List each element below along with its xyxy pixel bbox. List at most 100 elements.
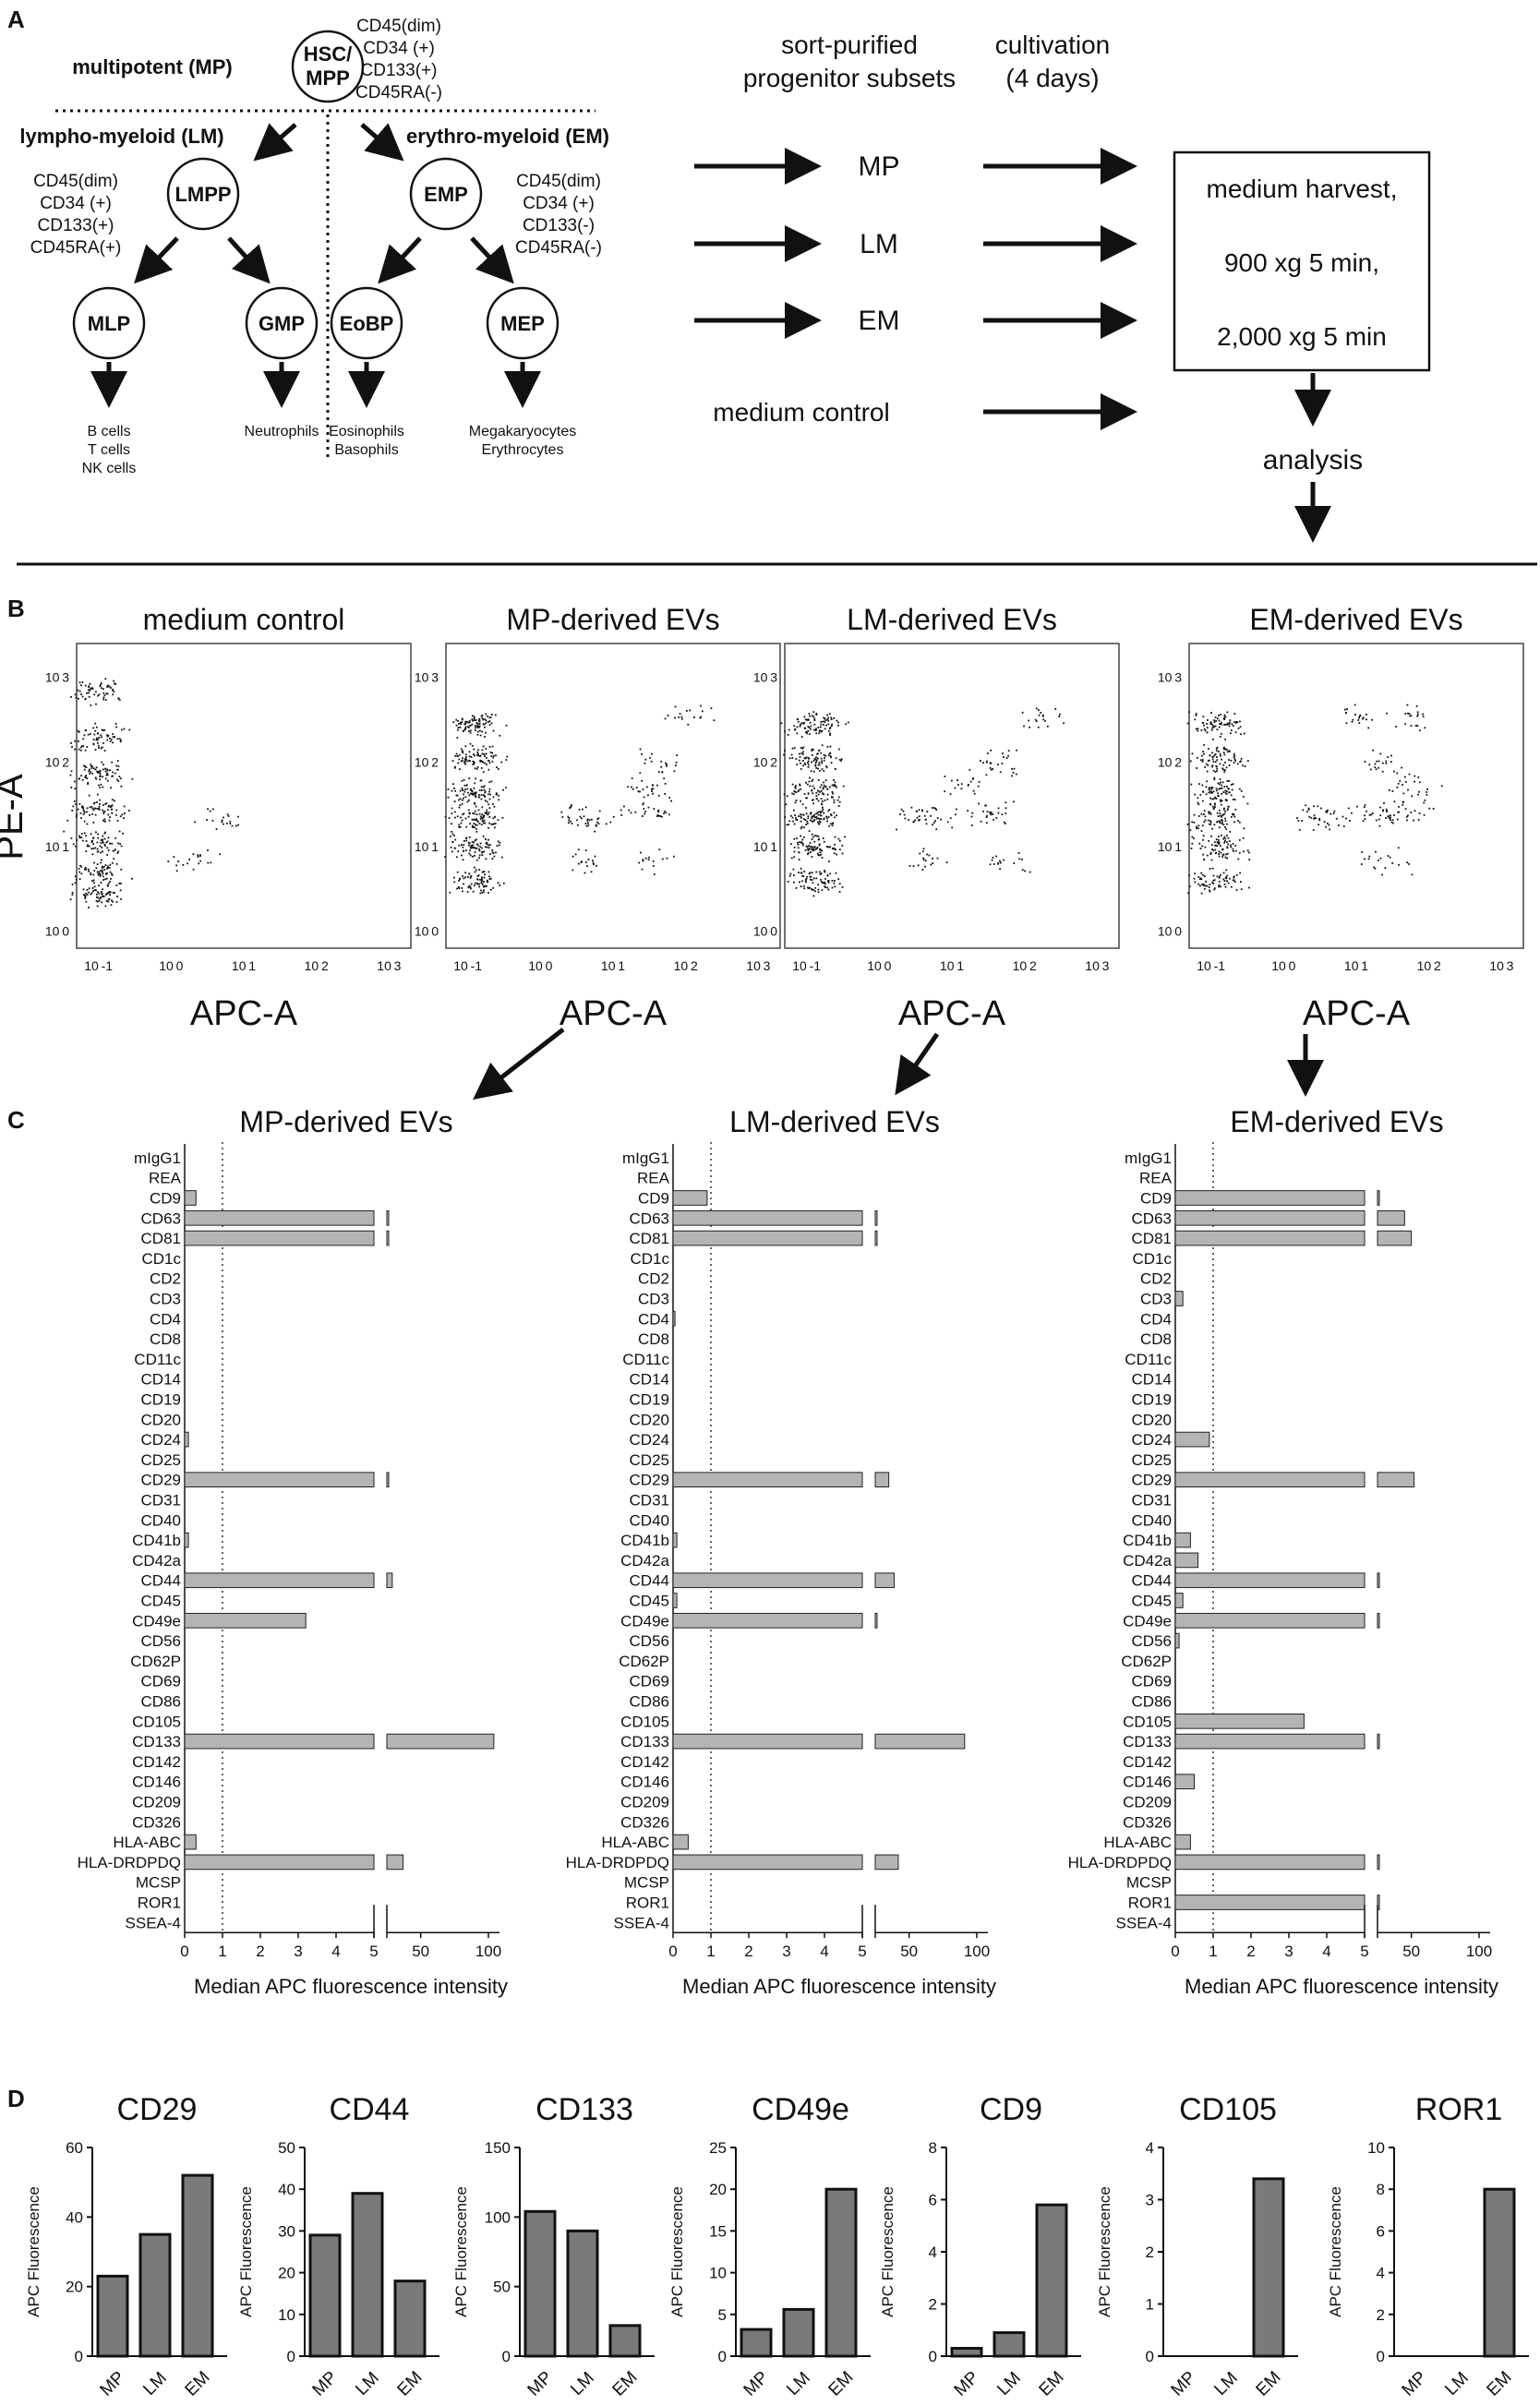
flow-event	[502, 882, 505, 884]
flow-event	[109, 740, 112, 742]
flow-event	[679, 713, 681, 715]
flow-event	[97, 732, 100, 735]
flow-event	[836, 814, 837, 817]
flow-event	[793, 850, 796, 853]
flow-event	[825, 765, 827, 767]
gmp-label: GMP	[259, 312, 305, 335]
vbar-y-tick: 30	[278, 2222, 295, 2240]
flow-event	[102, 872, 104, 875]
flow-event	[818, 820, 821, 823]
flow-event	[1408, 773, 1411, 776]
flow-event	[100, 842, 102, 844]
flow-event	[112, 689, 114, 692]
flow-event	[832, 792, 834, 795]
flow-event	[458, 806, 461, 809]
flow-event	[827, 881, 830, 884]
hbar-category-cd11c: CD11c	[1125, 1351, 1172, 1368]
flow-event	[1351, 720, 1354, 723]
flow-event	[641, 753, 643, 755]
flow-event	[481, 878, 483, 880]
flow-event	[811, 815, 813, 818]
flow-event	[989, 811, 992, 813]
flow-event	[480, 851, 483, 854]
flow-event	[455, 856, 458, 859]
flow-event	[922, 857, 925, 860]
hbar-bar-cd49e	[1174, 1612, 1366, 1629]
flow-event	[812, 785, 814, 788]
hbar-x-tick: 2	[744, 1943, 752, 1960]
flow-event	[1226, 852, 1229, 855]
flow-event	[86, 746, 89, 748]
hbar-bar-cd9	[184, 1190, 197, 1206]
flow-event	[1190, 783, 1193, 786]
flow-event	[102, 812, 105, 814]
flow-event	[954, 787, 956, 789]
flow-event	[1186, 824, 1189, 825]
flow-event	[98, 693, 101, 696]
hbar-category-cd105: CD105	[1123, 1713, 1172, 1730]
flow-event	[477, 719, 480, 721]
workflow-col1-line1: sort-purified	[781, 30, 918, 59]
workflow-control: medium control	[713, 398, 889, 427]
flow-event	[1329, 828, 1331, 831]
flow-event	[827, 888, 830, 891]
workflow-mp: MP	[859, 151, 900, 182]
flow-event	[1233, 876, 1235, 879]
flow-event	[474, 851, 476, 853]
flow-event	[103, 843, 106, 846]
flow-event	[471, 818, 474, 821]
hbar-category-cd146: CD146	[1123, 1774, 1172, 1791]
flow-event	[1243, 850, 1245, 853]
flow-event	[463, 784, 466, 787]
flow-event	[780, 722, 783, 725]
flow-event	[586, 865, 588, 867]
flow-event	[102, 875, 104, 878]
flow-event	[88, 794, 90, 797]
flow-event	[844, 836, 846, 838]
flow-event	[210, 861, 212, 864]
hbar-category-cd41b: CD41b	[620, 1532, 669, 1549]
flow-event	[473, 841, 475, 844]
flow-event	[114, 683, 117, 685]
flow-event	[1223, 771, 1226, 774]
flow-event	[803, 716, 806, 718]
flow-event	[814, 886, 817, 889]
vbar-bar-lm	[782, 2307, 815, 2358]
flow-event	[1212, 880, 1215, 882]
flow-event	[1223, 753, 1226, 756]
vbar-y-tick: 25	[709, 2139, 727, 2157]
flow-event	[455, 794, 458, 797]
flow-event	[92, 879, 95, 882]
flow-event	[461, 718, 463, 721]
flow-event	[1248, 886, 1250, 889]
flow-event	[1224, 837, 1227, 840]
flow-event	[830, 718, 833, 721]
flow-event	[798, 851, 800, 854]
flow-event	[1386, 810, 1388, 812]
flow-event	[502, 788, 504, 791]
flow-event	[73, 800, 76, 802]
flow-event	[96, 801, 98, 803]
flow-event	[1216, 717, 1219, 720]
flow-event	[1224, 885, 1227, 888]
hbar-category-cd133: CD133	[132, 1733, 181, 1750]
flow-event	[807, 764, 810, 766]
flow-event	[838, 891, 841, 893]
vbar-title: ROR1	[1415, 2092, 1502, 2127]
flow-event	[458, 753, 461, 756]
flow-event	[999, 860, 1001, 862]
flow-event	[1218, 719, 1221, 722]
hbar-category-cd19: CD19	[141, 1391, 181, 1409]
flow-event	[1211, 787, 1214, 789]
flow-event	[1218, 885, 1220, 888]
flow-event	[835, 757, 837, 760]
flow-event	[1428, 807, 1431, 810]
flow-event	[1219, 812, 1221, 814]
lmpp-marker-3: CD133(+)	[38, 216, 114, 235]
flow-event	[97, 833, 99, 836]
flow-event	[834, 836, 836, 838]
flow-event	[799, 752, 800, 755]
flow-event	[1226, 857, 1228, 860]
flow-event	[1358, 722, 1361, 724]
hbar-category-hla-abc: HLA-ABC	[113, 1834, 181, 1851]
